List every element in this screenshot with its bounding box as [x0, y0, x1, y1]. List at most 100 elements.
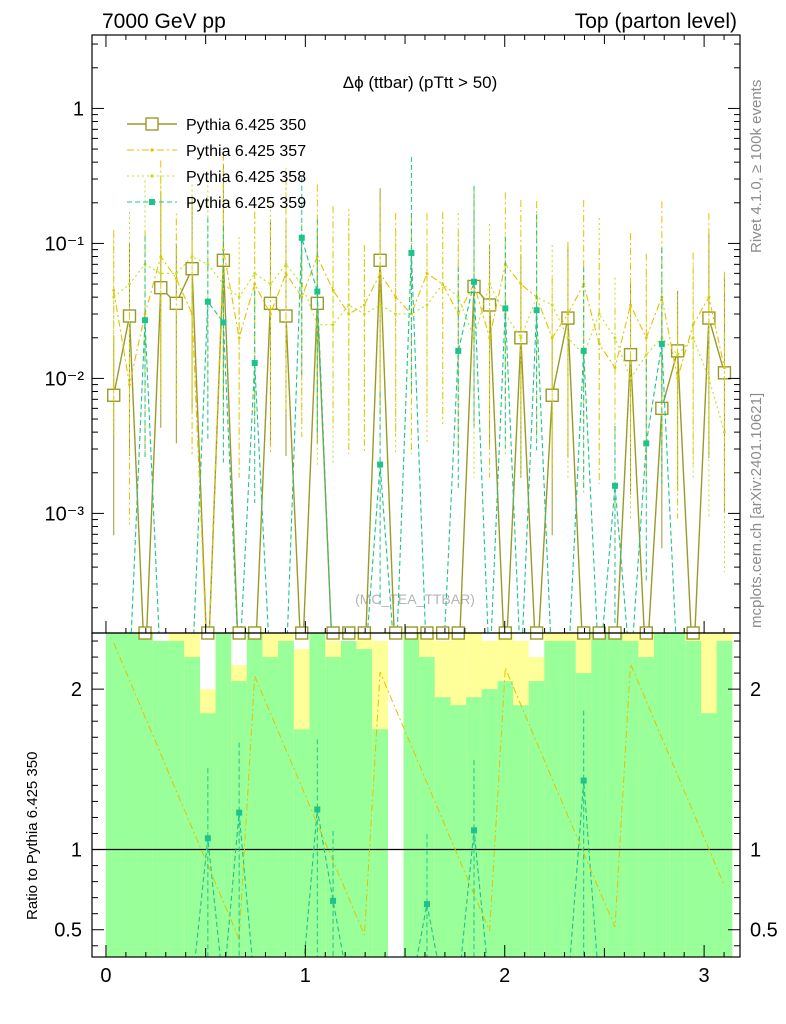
data-point — [314, 288, 321, 295]
data-point — [502, 305, 509, 312]
y-tick-label: 1 — [73, 98, 84, 120]
data-point — [204, 298, 211, 305]
data-point — [394, 312, 398, 316]
ratio-bands — [92, 633, 740, 957]
data-point — [613, 336, 617, 340]
data-point — [533, 307, 540, 314]
ratio-data-point — [236, 809, 243, 816]
legend-marker — [150, 148, 154, 152]
data-point — [220, 319, 227, 326]
x-tick-label: 0 — [100, 965, 111, 987]
ratio-band-green — [607, 633, 623, 957]
ratio-band-green — [152, 641, 169, 957]
data-point — [644, 336, 648, 340]
ratio-band-green — [184, 657, 200, 957]
data-point — [629, 377, 632, 380]
ratio-data-point — [330, 897, 337, 904]
data-point — [611, 482, 618, 489]
data-point — [676, 353, 679, 357]
ratio-band-green — [497, 681, 514, 957]
ratio-band-green — [450, 705, 467, 957]
ratio-band-green — [560, 641, 576, 957]
data-point — [488, 336, 491, 340]
ratio-y-tick-label-right: 2 — [750, 679, 761, 701]
data-point — [190, 255, 194, 258]
ratio-band-green — [121, 633, 138, 957]
data-point — [550, 336, 554, 340]
data-point — [658, 340, 665, 347]
ratio-band-green — [246, 633, 263, 957]
data-point — [456, 295, 460, 299]
series-line — [113, 249, 725, 633]
data-point — [298, 234, 305, 241]
legend-marker — [150, 174, 154, 178]
ratio-series-line — [113, 642, 725, 940]
legend-label: Pythia 6.425 358 — [186, 169, 306, 186]
analysis-watermark: (MC_TEA_TTBAR) — [355, 591, 475, 607]
data-point — [112, 295, 116, 299]
series-line — [130, 237, 677, 633]
ratio-band-green — [434, 697, 451, 957]
data-point — [269, 312, 272, 316]
y-tick-label: 10⁻¹ — [45, 233, 85, 255]
ratio-plot — [113, 642, 725, 957]
data-point — [159, 255, 163, 258]
x-tick-label: 2 — [499, 965, 510, 987]
ratio-band-green — [419, 657, 435, 957]
data-point — [629, 303, 632, 307]
ratio-band-green — [513, 705, 529, 957]
data-point — [143, 312, 147, 316]
ratio-y-tick-label-right: 1 — [750, 840, 761, 862]
data-point — [455, 347, 462, 354]
ratio-band-green — [168, 641, 185, 957]
data-point — [378, 303, 382, 307]
data-point — [691, 323, 695, 327]
data-point — [676, 377, 679, 380]
data-point — [128, 282, 131, 286]
ratio-band-green — [356, 649, 373, 957]
data-point — [377, 461, 384, 468]
data-point — [284, 262, 288, 266]
axes: 10⁻³ 10⁻² 10⁻¹ 1 0 1 2 3 0.5 0.5 1 1 2 2 — [45, 34, 778, 987]
ratio-band-green — [685, 641, 702, 957]
rivet-version-label: Rivet 4.1.0, ≥ 100k events — [748, 80, 765, 253]
data-point — [253, 282, 257, 286]
ratio-band-green — [309, 633, 326, 957]
data-point — [331, 288, 335, 292]
data-point — [441, 282, 445, 286]
data-point — [362, 312, 366, 316]
ratio-frame — [91, 632, 741, 958]
ratio-data-point — [471, 827, 478, 834]
series-line — [113, 255, 725, 433]
data-point — [613, 366, 617, 370]
data-point — [471, 278, 478, 285]
data-point — [643, 440, 650, 447]
series-group — [112, 168, 726, 573]
ratio-band-green — [622, 641, 639, 957]
y-tick-label: 10⁻³ — [45, 503, 85, 525]
ratio-band-green — [481, 689, 498, 957]
data-point — [190, 312, 194, 316]
data-point — [723, 430, 726, 434]
ratio-band-green — [591, 633, 608, 957]
legend-label: Pythia 6.425 357 — [186, 143, 306, 160]
data-point — [488, 282, 491, 286]
ratio-band-green — [325, 657, 341, 957]
ratio-y-axis-label: Ratio to Pythia 6.425 350 — [24, 752, 41, 920]
series-group — [130, 156, 677, 633]
x-tick-label: 3 — [699, 965, 710, 987]
data-point — [410, 312, 413, 316]
ratio-data-point — [423, 901, 430, 908]
ratio-band-green — [215, 633, 232, 957]
legend-label: Pythia 6.425 359 — [186, 195, 306, 212]
ratio-band-green — [293, 729, 310, 957]
data-point — [128, 383, 131, 386]
ratio-band-green — [638, 657, 655, 957]
ratio-data-point — [204, 835, 211, 842]
ratio-band-green — [105, 633, 122, 957]
ratio-data-point — [314, 806, 321, 813]
data-point — [206, 262, 210, 266]
ratio-band-green — [528, 681, 545, 957]
data-point — [347, 303, 351, 307]
